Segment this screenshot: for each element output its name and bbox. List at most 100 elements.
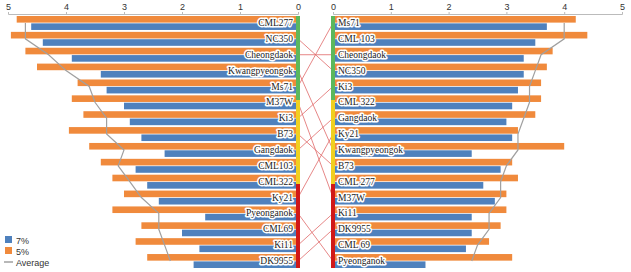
tick-mark [449, 12, 450, 14]
category-label: NC350 [266, 34, 294, 44]
category-axis-line [333, 16, 334, 268]
tick: 2 [447, 2, 452, 14]
legend: 7%5%Average [4, 236, 49, 268]
axis-segment [296, 184, 300, 268]
category-tick: NC350 [266, 34, 294, 44]
category-label: Kwangpyeongok [228, 66, 293, 76]
category-tick: Pyeonganok [246, 208, 293, 218]
category-label: CML 103 [338, 34, 375, 44]
category-label: CML103 [258, 161, 293, 171]
tick-label: 1 [389, 2, 394, 12]
category-tick: NC350 [338, 66, 366, 76]
axis-segment [331, 184, 335, 268]
tick: 0 [331, 2, 336, 14]
category-label: Ki3 [338, 81, 353, 91]
category-tick: Ki11 [274, 240, 293, 250]
category-label: DK9955 [260, 256, 293, 266]
category-tick: CML 69 [338, 240, 370, 250]
tick-mark [506, 12, 507, 14]
axis-segment [296, 100, 300, 184]
bar-series [31, 23, 298, 268]
category-label: CML277 [258, 18, 293, 28]
legend-item: 7% [5, 236, 29, 246]
rank-link [298, 134, 333, 166]
category-tick: Gangdaok [254, 145, 293, 155]
category-tick: Cheongdaok [245, 50, 293, 60]
category-tick: CML 322 [338, 97, 375, 107]
bar [333, 87, 518, 94]
bar [83, 111, 298, 118]
tick-label: 2 [180, 2, 185, 12]
category-tick: CML277 [258, 18, 293, 28]
axis-segment [296, 16, 300, 100]
axis-segment [331, 16, 335, 100]
category-label: Gangdaok [338, 113, 377, 123]
y-axis: Ms71CML 103CheongdaokNC350Ki3CML 322Gang… [338, 18, 403, 266]
category-label: CML 69 [338, 240, 370, 250]
category-label: B73 [338, 161, 354, 171]
axis-line [334, 12, 623, 15]
category-label: CML322 [258, 177, 293, 187]
category-label: Kwangpyeongok [338, 145, 403, 155]
tick-mark [564, 12, 565, 14]
bar [333, 127, 518, 134]
category-label: NC350 [338, 66, 366, 76]
rank-link [298, 134, 333, 197]
legend-swatch [5, 236, 12, 243]
rank-link [298, 213, 333, 245]
category-tick: Ms71 [338, 18, 360, 28]
rank-link [298, 229, 333, 261]
category-label: Ki3 [279, 113, 294, 123]
category-tick: DK9955 [260, 256, 293, 266]
category-label: Ms71 [271, 81, 293, 91]
tick-label: 4 [64, 2, 69, 12]
bar [17, 16, 298, 23]
tick-label: 5 [6, 2, 11, 12]
tick: 3 [122, 2, 127, 14]
y-axis: CML277NC350CheongdaokKwangpyeongokMs71M3… [228, 18, 293, 266]
category-axis-line [298, 16, 299, 268]
tick-label: 3 [504, 2, 509, 12]
rank-link [298, 23, 333, 86]
category-label: Ms71 [338, 18, 360, 28]
category-tick: M37W [338, 193, 365, 203]
legend-item: 5% [5, 247, 29, 257]
bar [43, 39, 298, 46]
category-tick: Ki11 [338, 208, 357, 218]
rank-link [298, 86, 333, 118]
category-tick: DK9955 [338, 224, 371, 234]
tick-mark [8, 12, 9, 14]
bar [72, 95, 298, 102]
bar [333, 159, 512, 166]
bar-series [11, 16, 298, 261]
rank-link [298, 213, 333, 261]
tick: 3 [504, 2, 509, 14]
category-tick: Gangdaok [338, 113, 377, 123]
bar [69, 127, 298, 134]
rank-link [298, 118, 333, 150]
tick-label: 0 [331, 2, 336, 12]
bar [130, 119, 298, 126]
category-tick: Kwangpyeongok [338, 145, 403, 155]
bar [333, 23, 547, 30]
category-tick: CML322 [258, 177, 293, 187]
bar [333, 16, 576, 23]
category-tick: B73 [338, 161, 354, 171]
axis-line [9, 12, 299, 15]
rank-links [298, 23, 333, 261]
category-tick: Pyeonganok [338, 256, 385, 266]
bar-series [333, 16, 587, 261]
category-label: M37W [338, 193, 365, 203]
category-label: Ki11 [338, 208, 357, 218]
category-label: CML69 [263, 224, 293, 234]
category-tick: Ky21 [272, 193, 293, 203]
tick-mark [333, 12, 334, 14]
axis-segment [331, 100, 335, 184]
tick: 5 [620, 2, 625, 14]
category-tick: CML69 [263, 224, 293, 234]
category-label: Cheongdaok [245, 50, 293, 60]
tick-mark [182, 12, 183, 14]
tick-label: 4 [562, 2, 567, 12]
tick-mark [240, 12, 241, 14]
legend-label: Average [16, 258, 49, 268]
